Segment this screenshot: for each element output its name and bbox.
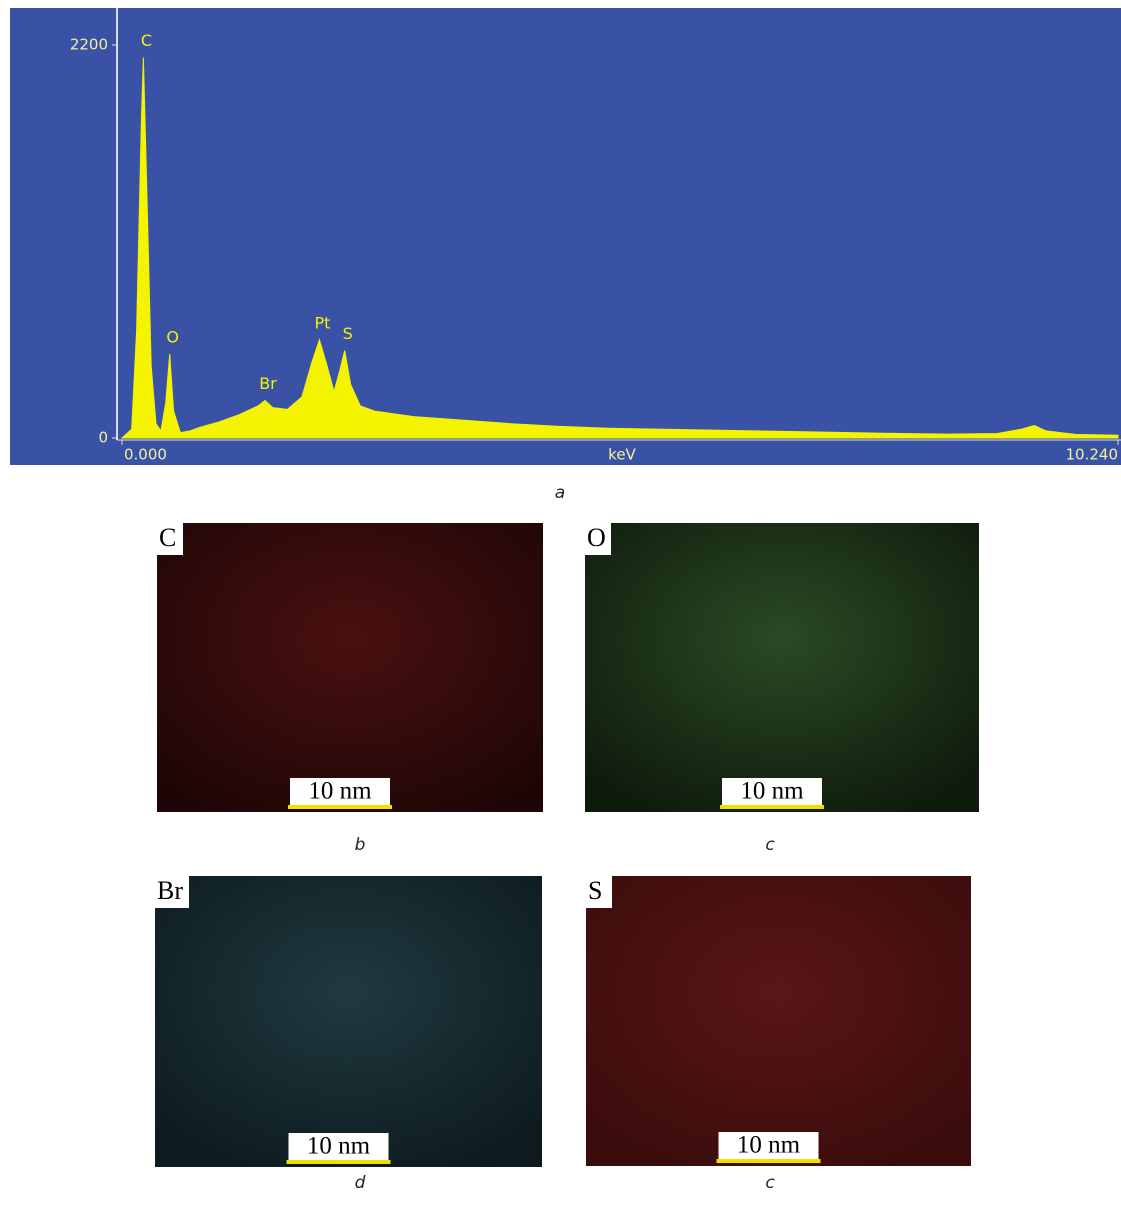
scale-bar-label: 10 nm	[737, 1132, 801, 1159]
scale-bar-label: 10 nm	[307, 1133, 371, 1160]
y-tick-label: 2200	[70, 36, 108, 54]
element-map	[585, 523, 979, 812]
peak-label: C	[141, 31, 152, 50]
element-label: O	[587, 523, 606, 552]
x-axis-label: keV	[608, 446, 636, 464]
panel-caption: b	[355, 835, 366, 855]
caption: a	[555, 483, 565, 503]
element-map	[586, 876, 971, 1166]
element-label: S	[588, 876, 602, 905]
scale-bar-label: 10 nm	[308, 778, 372, 805]
peak-label: S	[343, 324, 353, 343]
peak-label: O	[166, 328, 179, 347]
x-tick-label: 0.000	[124, 446, 167, 464]
scale-bar-label: 10 nm	[740, 778, 804, 805]
panel-caption: c	[765, 835, 775, 855]
y-tick-label: 0	[98, 429, 108, 447]
x-tick-label: 10.240	[1066, 446, 1119, 464]
element-label: Br	[157, 876, 183, 905]
element-map	[157, 523, 543, 812]
element-map	[155, 876, 542, 1167]
panel-caption: c	[765, 1173, 775, 1193]
peak-label: Br	[259, 374, 277, 393]
panel-caption: d	[355, 1173, 366, 1193]
peak-label: Pt	[314, 313, 330, 332]
figure: keV a 0 2200 0.000 10.240 C O Br Pt S C 10 nm b O 10 …	[0, 0, 1121, 1216]
spectrum-background	[10, 8, 1121, 465]
element-label: C	[159, 523, 176, 552]
